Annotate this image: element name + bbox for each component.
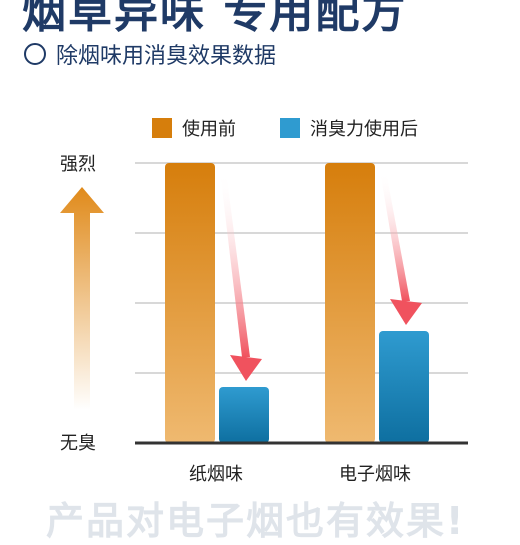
intensity-arrow-icon — [60, 187, 104, 410]
down-arrow-icon — [220, 171, 262, 381]
category-label-ecig: 电子烟味 — [339, 464, 411, 485]
bars-group — [165, 163, 429, 443]
category-label-paper: 纸烟味 — [189, 464, 243, 485]
legend-swatch-before — [152, 118, 172, 138]
bar-before-0 — [165, 163, 215, 443]
bar-after-1 — [379, 331, 429, 443]
decrease-arrows — [220, 171, 422, 381]
y-top-label: 强烈 — [60, 154, 96, 175]
bar-after-0 — [219, 387, 269, 443]
legend-swatch-after — [280, 118, 300, 138]
legend-label-after: 消臭力使用后 — [310, 119, 418, 140]
down-arrow-icon — [380, 171, 422, 325]
subtitle-text: 除烟味用消臭效果数据 — [56, 44, 277, 69]
bar-chart: 使用前 消臭力使用后 强烈 无臭 纸烟味 电子烟味 — [60, 118, 468, 485]
circle-icon — [24, 43, 46, 65]
legend-label-before: 使用前 — [182, 119, 236, 140]
page-title: 烟草异味 专用配方 — [22, 0, 408, 38]
chart-subtitle: 除烟味用消臭效果数据 — [24, 38, 276, 70]
y-bottom-label: 无臭 — [60, 433, 96, 454]
footer-title: 产品对电子烟也有效果! — [46, 499, 466, 543]
bar-before-1 — [325, 163, 375, 443]
